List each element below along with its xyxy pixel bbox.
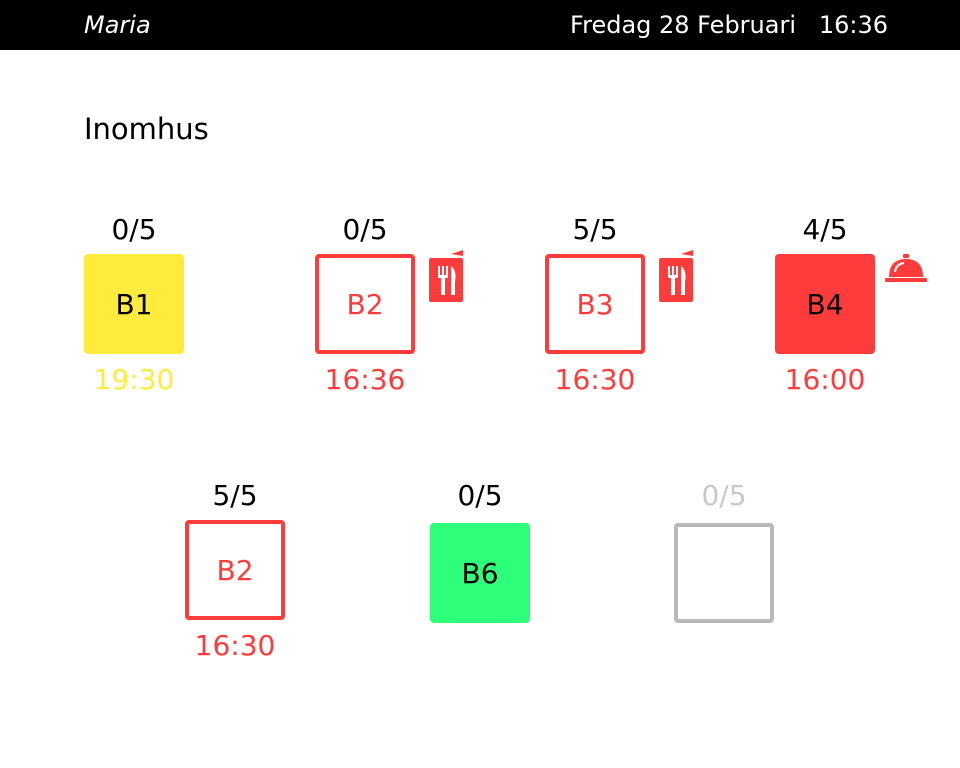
user-name: Maria [84,11,151,39]
top-bar: Maria Fredag 28 Februari 16:36 [0,0,960,50]
table-button[interactable] [674,523,774,623]
table-time: 16:00 [784,363,866,396]
table-button[interactable]: B4 [775,254,875,354]
table-guest-count: 0/5 [457,479,503,512]
table-time: 19:30 [93,363,175,396]
table-guest-count: 0/5 [111,213,157,246]
table-guest-count: 5/5 [212,479,258,512]
table-guest-count: 4/5 [802,213,848,246]
menu-icon[interactable] [429,250,467,304]
table-button[interactable]: B3 [545,254,645,354]
table-button[interactable]: B6 [430,523,530,623]
table-time: 16:30 [194,629,276,662]
table-time: 16:36 [324,363,406,396]
table-time: 16:30 [554,363,636,396]
current-date: Fredag 28 Februari [570,11,796,39]
table-guest-count: 0/5 [701,479,747,512]
current-time: 16:36 [818,11,888,39]
table-button[interactable]: B2 [185,520,285,620]
service-bell-icon[interactable] [885,252,927,284]
table-button[interactable]: B1 [84,254,184,354]
section-title: Inomhus [84,112,209,146]
table-guest-count: 5/5 [572,213,618,246]
table-guest-count: 0/5 [342,213,388,246]
table-button[interactable]: B2 [315,254,415,354]
menu-icon[interactable] [659,250,697,304]
